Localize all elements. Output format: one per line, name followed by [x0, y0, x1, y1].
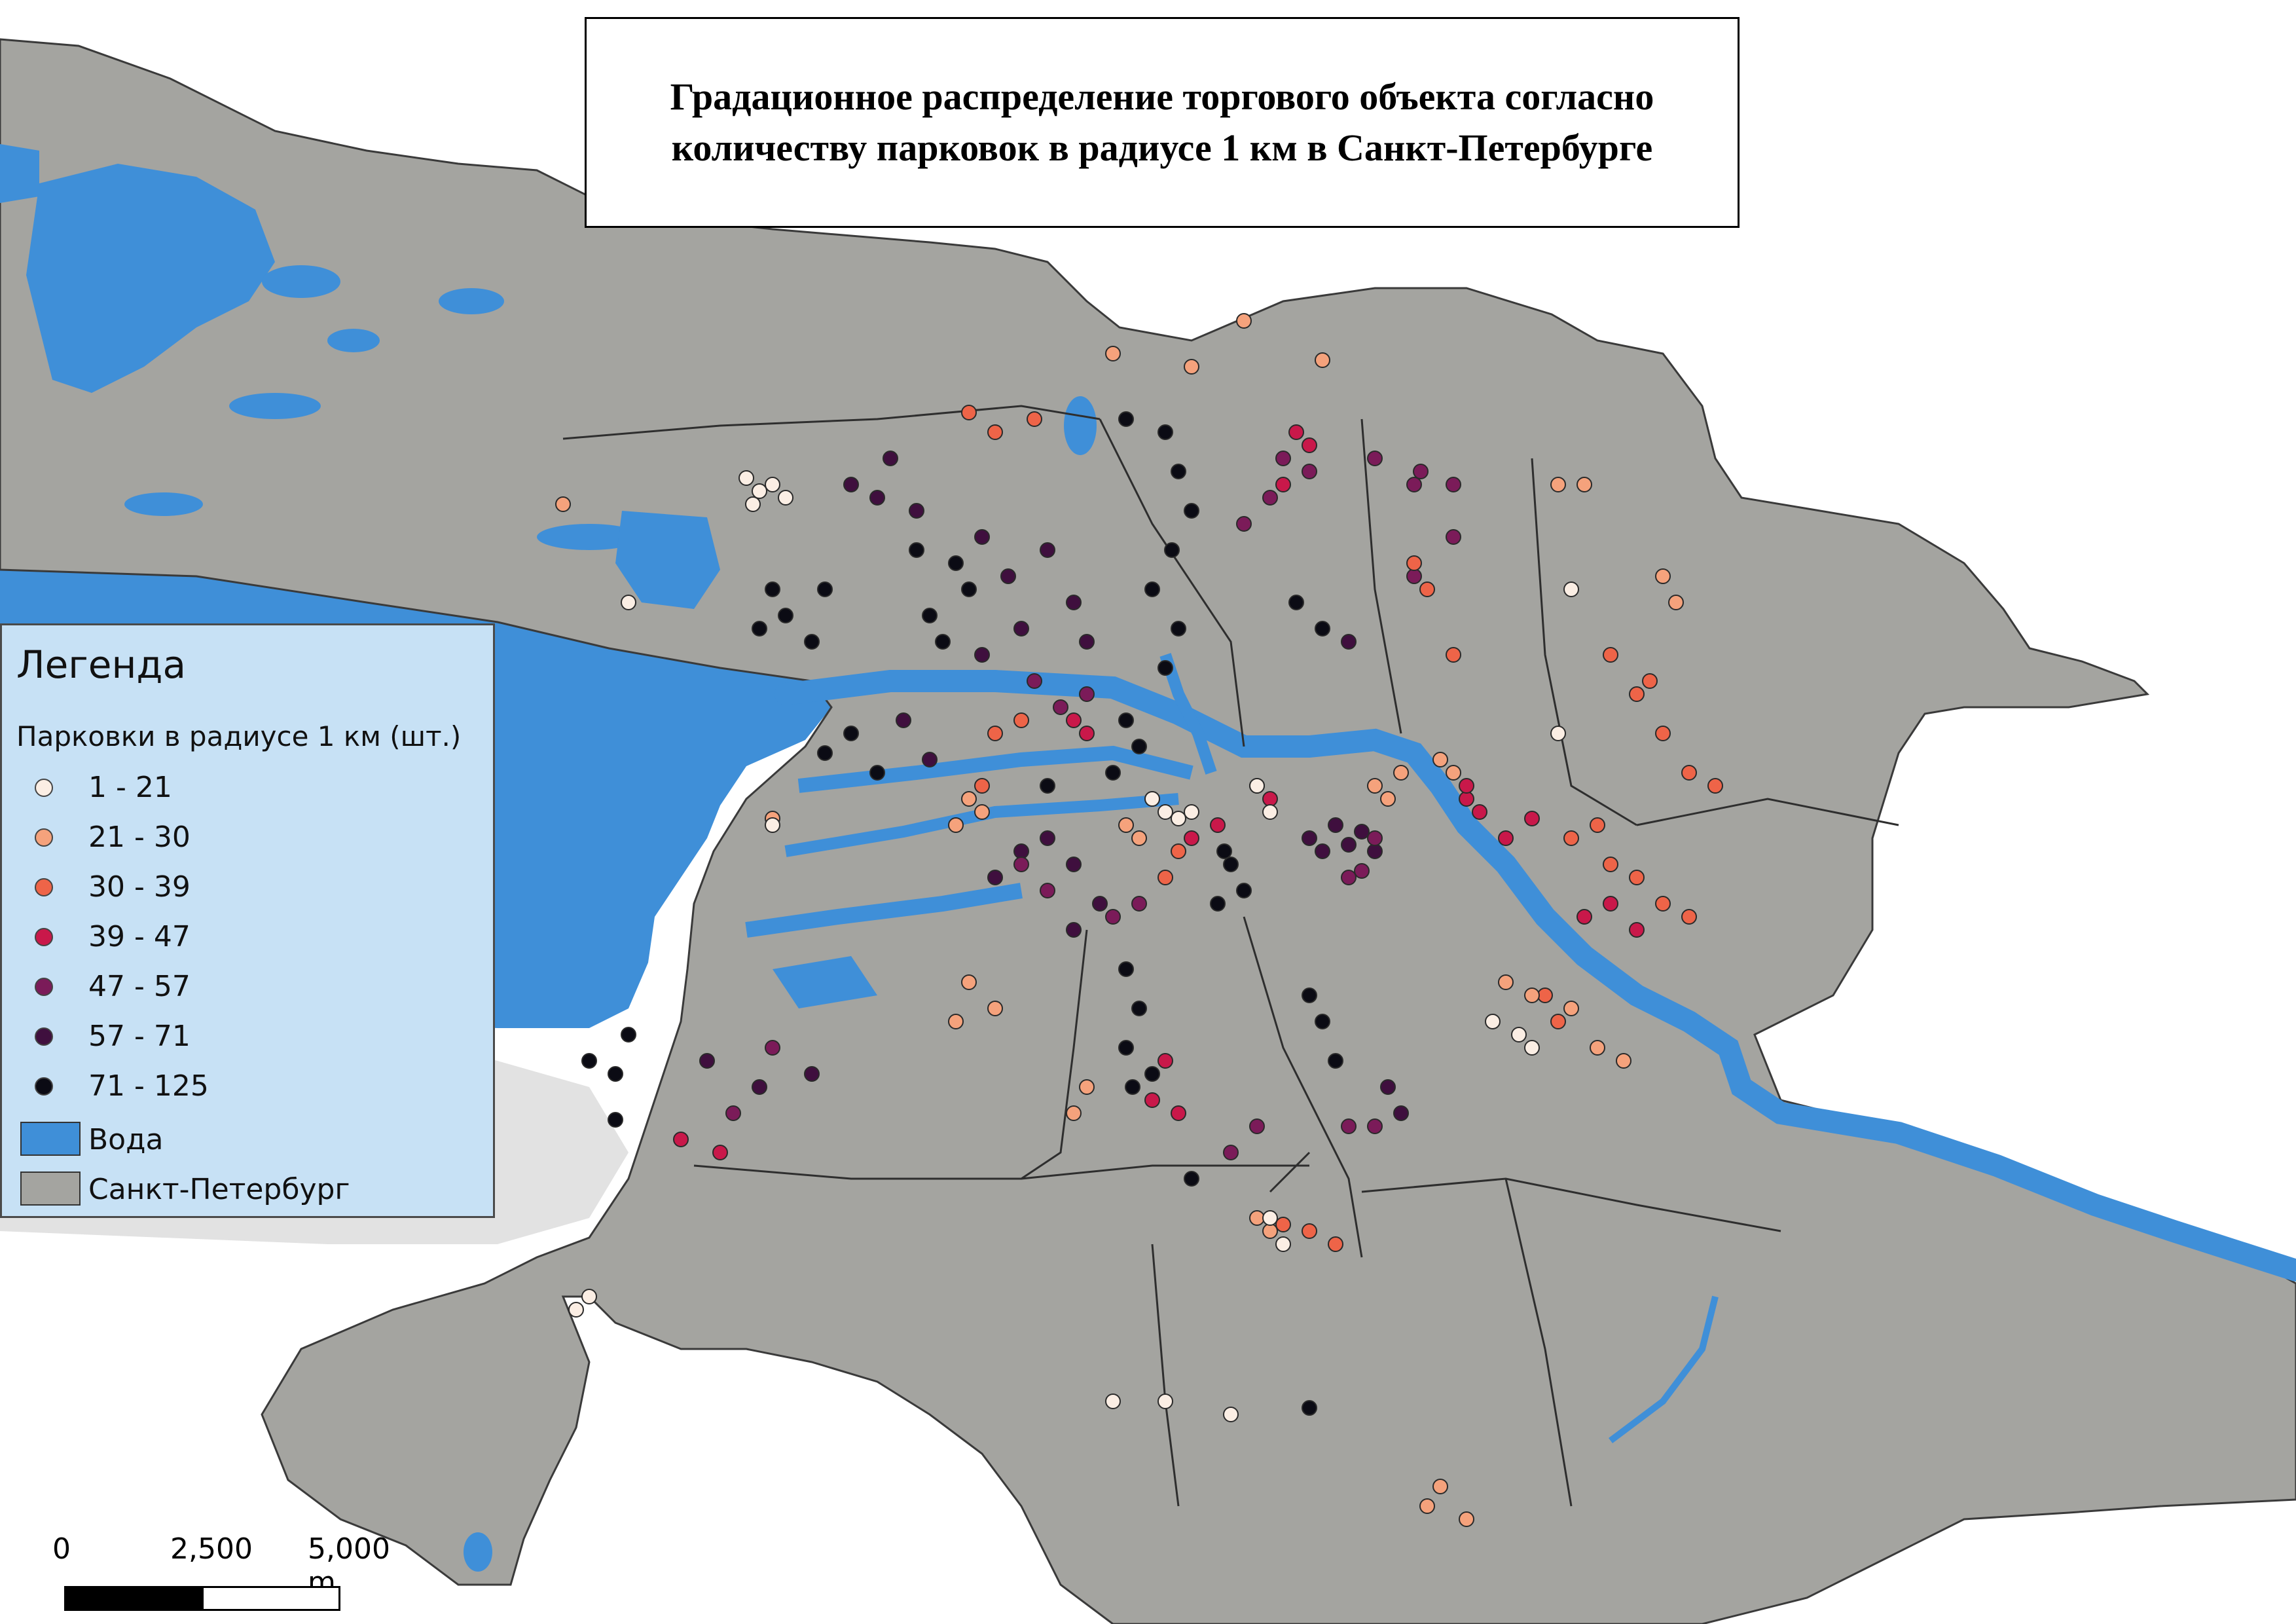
- legend-water-label: Вода: [88, 1123, 164, 1156]
- port-canal: [745, 883, 1023, 938]
- legend-class-2-label: 21 - 30: [88, 821, 191, 854]
- lake-southwest: [464, 1532, 492, 1572]
- class-47-57-points: [725, 451, 1461, 1160]
- lake-north-8: [124, 492, 203, 516]
- legend-class-7: 71 - 125: [2, 1068, 486, 1114]
- legend-water: Вода: [2, 1122, 486, 1168]
- legend-panel: Легенда Парковки в радиусе 1 км (шт.) 1 …: [0, 623, 495, 1218]
- legend-class-5-label: 47 - 57: [88, 970, 191, 1003]
- neva-branch-3: [1159, 653, 1217, 775]
- lake-north-2: [0, 144, 39, 203]
- legend-class-3-symbol: [35, 878, 53, 896]
- class-1-21-points: [568, 470, 1579, 1422]
- lake-north-4: [327, 329, 380, 352]
- legend-class-5-symbol: [35, 978, 53, 996]
- legend-class-4-label: 39 - 47: [88, 920, 191, 953]
- scale-bar: 0 2,500 5,000 m: [52, 1526, 419, 1624]
- legend-class-3-label: 30 - 39: [88, 870, 191, 904]
- lake-north-7: [229, 393, 321, 419]
- legend-class-1: 1 - 21: [2, 769, 486, 815]
- shop-points: [555, 313, 1723, 1527]
- legend-water-swatch: [20, 1122, 81, 1156]
- legend-title: Легенда: [16, 642, 187, 687]
- lake-north-5: [439, 288, 504, 314]
- scale-tick-0: 0: [52, 1532, 71, 1566]
- lake-north-3: [262, 265, 340, 298]
- scale-segment-2: [202, 1586, 340, 1611]
- legend-class-4: 39 - 47: [2, 919, 486, 965]
- class-71-125-points: [581, 411, 1343, 1416]
- legend-class-7-label: 71 - 125: [88, 1069, 209, 1103]
- scale-segment-1: [64, 1586, 203, 1611]
- legend-class-5: 47 - 57: [2, 969, 486, 1014]
- legend-city-label: Санкт-Петербург: [88, 1173, 350, 1206]
- map-title-line2: количеству парковок в радиусе 1 км в Сан…: [671, 126, 1653, 169]
- class-39-47-points: [673, 424, 1645, 1160]
- class-30-39-points: [961, 405, 1723, 1252]
- map-title-line1: Градационное распределение торгового объ…: [670, 75, 1654, 118]
- class-57-71-points: [699, 451, 1409, 1121]
- legend-class-2: 21 - 30: [2, 819, 486, 865]
- legend-class-2-symbol: [35, 828, 53, 847]
- lake-north-1: [26, 164, 275, 393]
- lakhta-lake: [615, 511, 720, 609]
- legend-subtitle: Парковки в радиусе 1 км (шт.): [16, 720, 462, 752]
- izhora-river: [1609, 1295, 1719, 1443]
- legend-class-6-label: 57 - 71: [88, 1020, 191, 1053]
- legend-class-1-symbol: [35, 779, 53, 797]
- legend-class-1-label: 1 - 21: [88, 771, 172, 804]
- legend-class-4-symbol: [35, 928, 53, 946]
- scale-tick-2500: 2,500: [170, 1532, 253, 1566]
- legend-class-6: 57 - 71: [2, 1018, 486, 1064]
- lake-north-9: [537, 524, 642, 550]
- legend-class-3: 30 - 39: [2, 869, 486, 915]
- lake-north-6: [1064, 396, 1097, 455]
- map-title-box: Градационное распределение торгового объ…: [585, 17, 1740, 228]
- class-21-30-points: [555, 313, 1684, 1527]
- neva-branch-2: [784, 793, 1179, 857]
- neva-river: [774, 670, 2296, 1282]
- legend-city-swatch: [20, 1172, 81, 1206]
- legend-class-6-symbol: [35, 1027, 53, 1046]
- port-basins: [773, 956, 877, 1008]
- district-boundaries: [562, 405, 1899, 1507]
- legend-class-7-symbol: [35, 1077, 53, 1096]
- legend-city: Санкт-Петербург: [2, 1172, 486, 1217]
